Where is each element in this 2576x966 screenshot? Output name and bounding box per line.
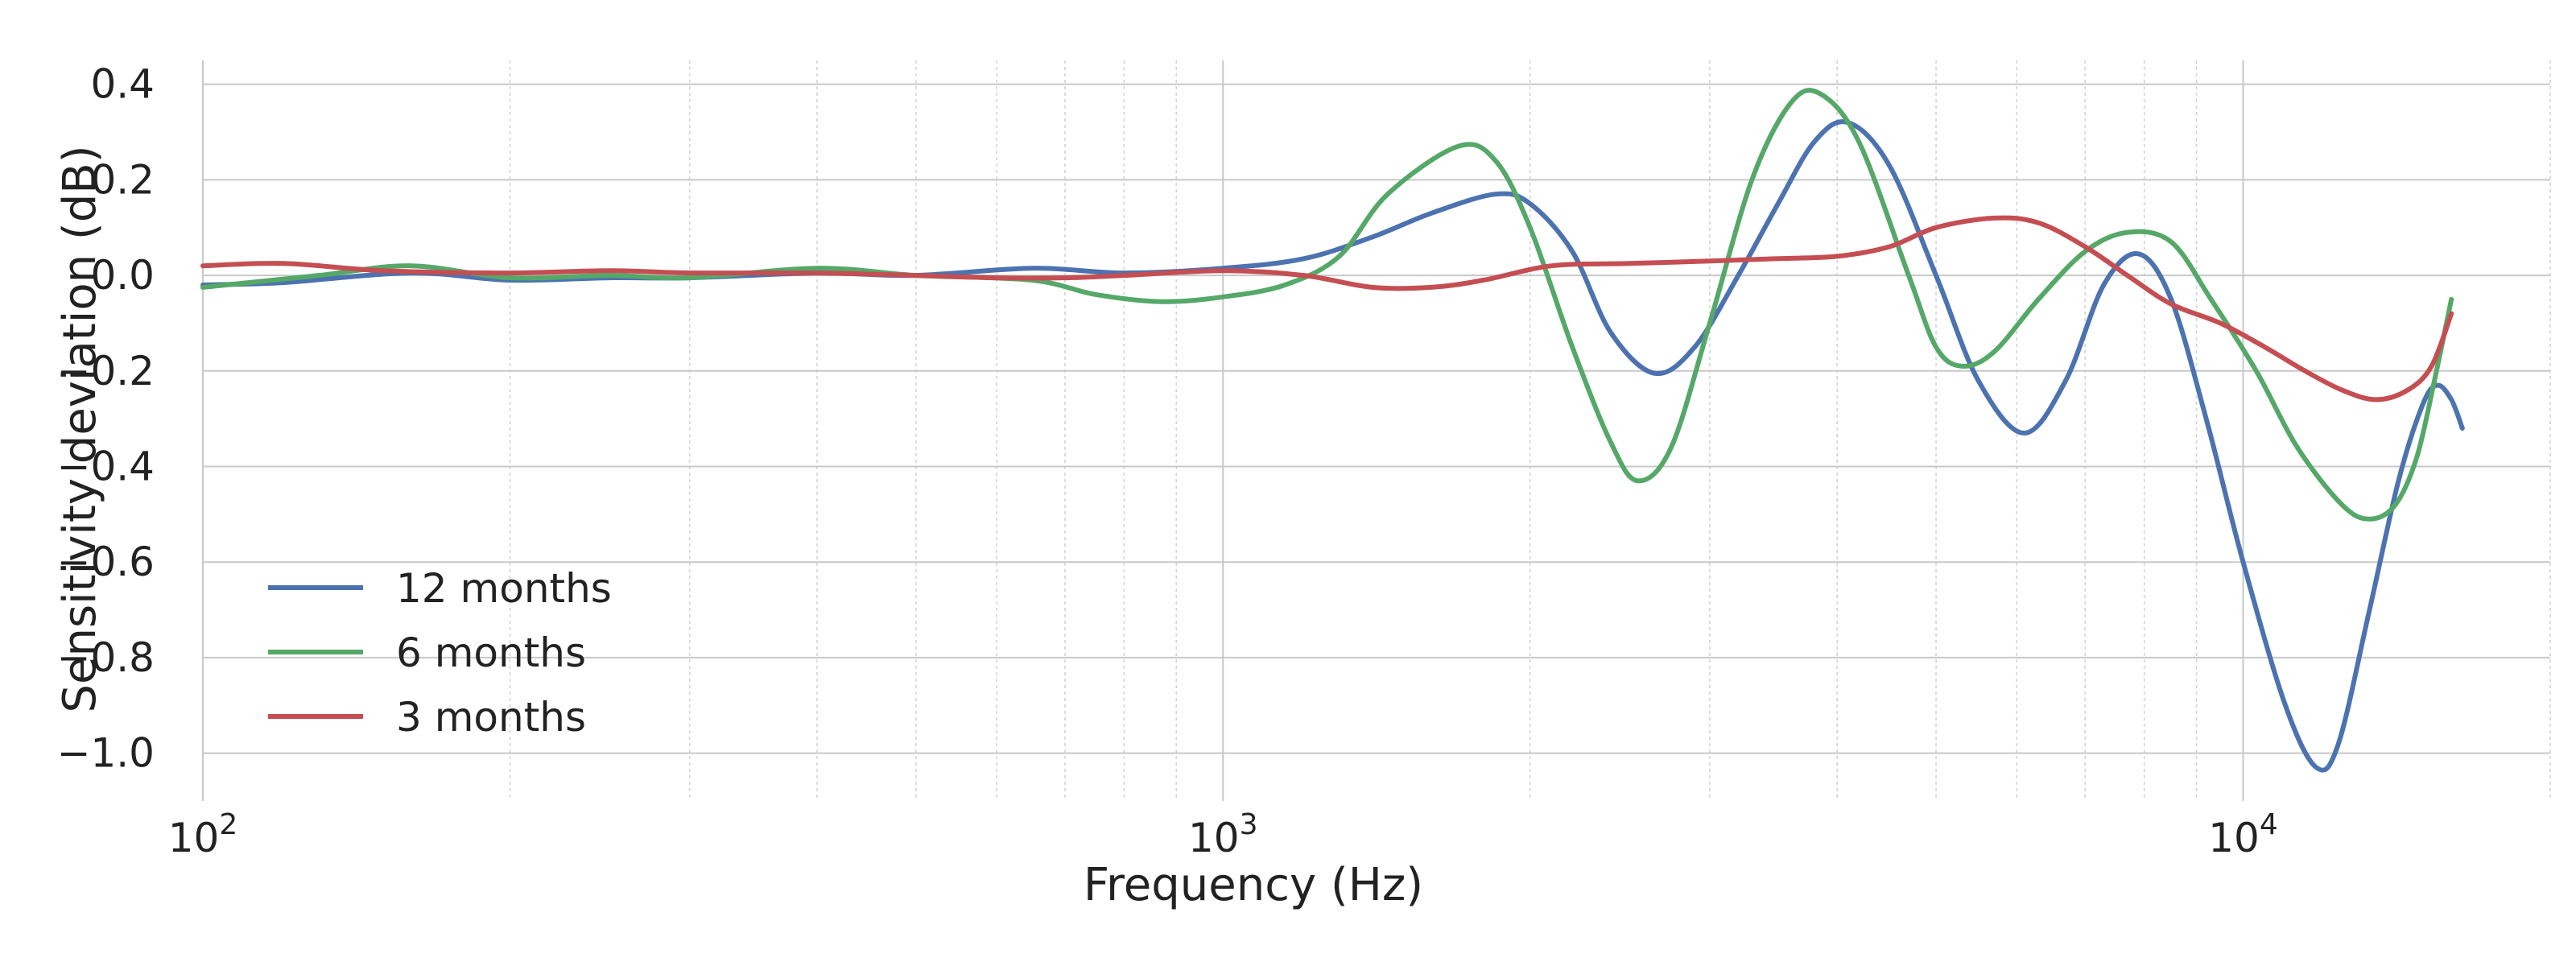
y-tick-label: −0.6 xyxy=(57,539,155,585)
y-tick-label: 0.2 xyxy=(90,156,155,203)
x-tick-label: 104 xyxy=(2208,808,2278,861)
y-tick-label: −0.2 xyxy=(57,348,155,394)
grid-layer xyxy=(202,60,2551,801)
y-tick-label: −0.4 xyxy=(57,444,155,490)
x-tick-label: 102 xyxy=(168,808,238,861)
series-line-3-months xyxy=(200,215,2454,402)
legend: 12 months 6 months 3 months xyxy=(268,565,612,741)
tick-labels: 0.4 0.2 0.0 −0.2 −0.4 −0.6 −0.8 −1.0 102 103 104 xyxy=(57,61,2278,861)
y-tick-label: 0.4 xyxy=(90,61,155,108)
series-layer xyxy=(200,88,2465,773)
y-axis-label: Sensitivity deviation (dB) xyxy=(54,145,106,712)
series-line-6-months xyxy=(200,88,2454,522)
legend-label-12-months: 12 months xyxy=(396,565,612,612)
y-tick-label: 0.0 xyxy=(90,252,155,299)
x-tick-label: 103 xyxy=(1188,808,1258,861)
legend-label-3-months: 3 months xyxy=(396,694,586,741)
legend-label-6-months: 6 months xyxy=(396,630,586,676)
x-axis-label: Frequency (Hz) xyxy=(1084,859,1423,911)
y-tick-label: −1.0 xyxy=(57,730,155,777)
y-tick-label: −0.8 xyxy=(57,634,155,681)
